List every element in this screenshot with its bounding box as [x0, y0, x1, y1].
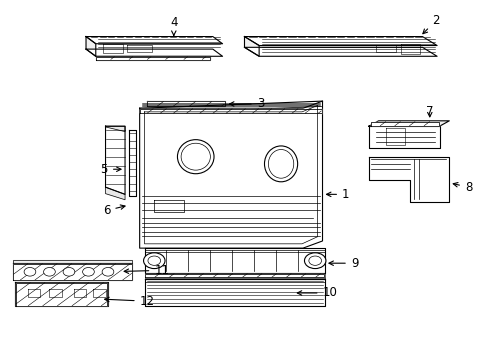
Circle shape — [63, 267, 75, 276]
Polygon shape — [13, 263, 132, 280]
Polygon shape — [144, 248, 325, 273]
Polygon shape — [244, 37, 259, 56]
Polygon shape — [49, 289, 61, 297]
Circle shape — [82, 267, 94, 276]
Polygon shape — [13, 264, 132, 280]
Text: 7: 7 — [425, 105, 433, 118]
Polygon shape — [105, 126, 125, 132]
Circle shape — [304, 253, 325, 269]
Polygon shape — [74, 289, 86, 297]
Polygon shape — [105, 187, 125, 200]
Polygon shape — [105, 126, 125, 194]
Polygon shape — [368, 121, 448, 126]
Text: 8: 8 — [452, 181, 471, 194]
Polygon shape — [244, 47, 436, 56]
Polygon shape — [147, 101, 224, 107]
Circle shape — [102, 267, 114, 276]
Circle shape — [148, 256, 160, 265]
Polygon shape — [244, 37, 436, 45]
Polygon shape — [27, 289, 40, 297]
Circle shape — [308, 256, 321, 265]
Polygon shape — [140, 109, 321, 113]
Polygon shape — [129, 130, 136, 196]
Text: 10: 10 — [297, 287, 337, 300]
Circle shape — [43, 267, 55, 276]
Polygon shape — [96, 56, 210, 60]
Polygon shape — [370, 122, 438, 126]
Ellipse shape — [181, 143, 210, 170]
Polygon shape — [375, 45, 395, 51]
Polygon shape — [145, 274, 324, 277]
Polygon shape — [13, 260, 132, 263]
Ellipse shape — [177, 140, 214, 174]
Polygon shape — [16, 283, 107, 306]
Text: 12: 12 — [104, 295, 154, 308]
Polygon shape — [385, 128, 405, 145]
Polygon shape — [147, 102, 224, 106]
Ellipse shape — [264, 146, 297, 182]
Polygon shape — [154, 200, 183, 212]
Polygon shape — [127, 45, 152, 51]
Polygon shape — [140, 101, 322, 248]
Polygon shape — [86, 37, 222, 44]
Text: 4: 4 — [170, 16, 177, 35]
Polygon shape — [15, 282, 108, 306]
Polygon shape — [96, 57, 209, 59]
Polygon shape — [93, 289, 105, 297]
Text: 11: 11 — [124, 264, 169, 277]
Polygon shape — [103, 44, 122, 53]
Circle shape — [24, 267, 36, 276]
Ellipse shape — [268, 149, 293, 178]
Text: 1: 1 — [326, 188, 349, 201]
Polygon shape — [368, 126, 439, 148]
Polygon shape — [144, 273, 325, 278]
Text: 9: 9 — [328, 257, 358, 270]
Polygon shape — [86, 37, 96, 56]
Text: 3: 3 — [229, 98, 264, 111]
Polygon shape — [144, 279, 325, 306]
Text: 6: 6 — [102, 204, 125, 217]
Text: 2: 2 — [422, 14, 439, 34]
Circle shape — [143, 253, 164, 269]
Polygon shape — [368, 157, 448, 202]
Polygon shape — [400, 44, 419, 54]
Polygon shape — [86, 49, 222, 56]
Text: 5: 5 — [101, 163, 121, 176]
